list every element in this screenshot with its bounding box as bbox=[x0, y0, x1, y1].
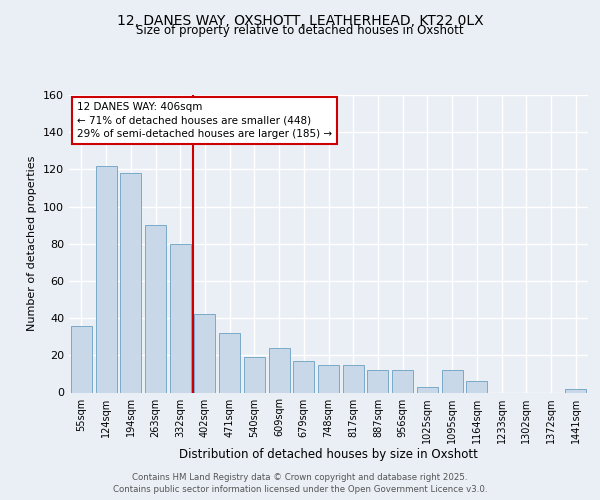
Bar bbox=[392, 370, 413, 392]
Text: 12 DANES WAY: 406sqm
← 71% of detached houses are smaller (448)
29% of semi-deta: 12 DANES WAY: 406sqm ← 71% of detached h… bbox=[77, 102, 332, 139]
Bar bbox=[219, 333, 240, 392]
Bar bbox=[343, 364, 364, 392]
Text: Contains HM Land Registry data © Crown copyright and database right 2025.
Contai: Contains HM Land Registry data © Crown c… bbox=[113, 472, 487, 494]
Text: Size of property relative to detached houses in Oxshott: Size of property relative to detached ho… bbox=[136, 24, 464, 37]
Bar bbox=[95, 166, 116, 392]
Bar bbox=[244, 357, 265, 392]
Bar bbox=[417, 387, 438, 392]
Bar bbox=[466, 382, 487, 392]
Bar bbox=[120, 173, 141, 392]
Bar bbox=[71, 326, 92, 392]
Bar bbox=[565, 389, 586, 392]
Y-axis label: Number of detached properties: Number of detached properties bbox=[28, 156, 37, 332]
Bar bbox=[170, 244, 191, 392]
Bar bbox=[367, 370, 388, 392]
Bar bbox=[442, 370, 463, 392]
Bar bbox=[269, 348, 290, 393]
Bar bbox=[194, 314, 215, 392]
Bar bbox=[293, 361, 314, 392]
X-axis label: Distribution of detached houses by size in Oxshott: Distribution of detached houses by size … bbox=[179, 448, 478, 462]
Bar bbox=[318, 364, 339, 392]
Bar bbox=[145, 225, 166, 392]
Text: 12, DANES WAY, OXSHOTT, LEATHERHEAD, KT22 0LX: 12, DANES WAY, OXSHOTT, LEATHERHEAD, KT2… bbox=[116, 14, 484, 28]
